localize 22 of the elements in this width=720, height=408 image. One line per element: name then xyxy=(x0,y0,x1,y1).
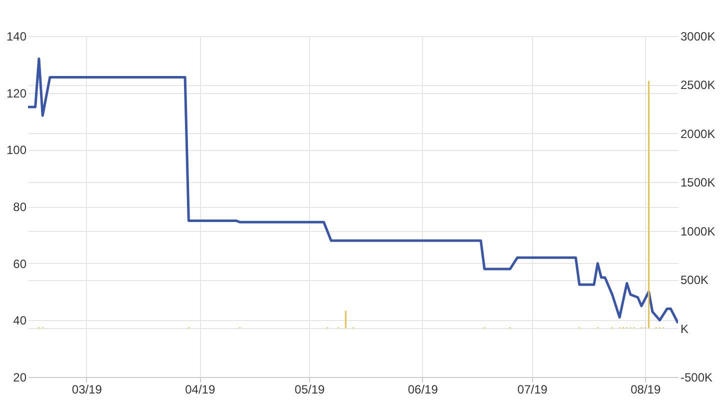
y-tick-label: 120 xyxy=(6,86,27,100)
y2-tick-label: 1000K xyxy=(680,224,716,238)
y-tick-label: 20 xyxy=(13,370,27,384)
x-tick-label: 07/19 xyxy=(517,382,548,396)
x-tick-label: 06/19 xyxy=(408,382,438,396)
line-series xyxy=(28,57,678,324)
y-tick-label: 40 xyxy=(13,314,27,328)
x-tick-label: 08/19 xyxy=(630,382,661,396)
y2-tick-label: 3000K xyxy=(680,30,716,44)
y-tick-label: 100 xyxy=(6,143,27,158)
y2-tick-label: -500K xyxy=(680,370,713,384)
y2-tick-label: 2500K xyxy=(680,78,716,92)
x-tick-label: 05/19 xyxy=(294,382,326,396)
y2-tick-label: 2000K xyxy=(680,126,716,141)
y2-tick-label: K xyxy=(680,322,689,336)
y-tick-label: 80 xyxy=(13,200,27,214)
x-tick-label: 03/19 xyxy=(72,382,102,396)
x-tick-label: 04/19 xyxy=(185,382,216,396)
y2-tick-label: 500K xyxy=(680,273,709,288)
y-tick-label: 60 xyxy=(13,256,27,271)
y2-tick-label: 1500K xyxy=(680,176,716,190)
y-tick-label: 140 xyxy=(6,30,27,44)
